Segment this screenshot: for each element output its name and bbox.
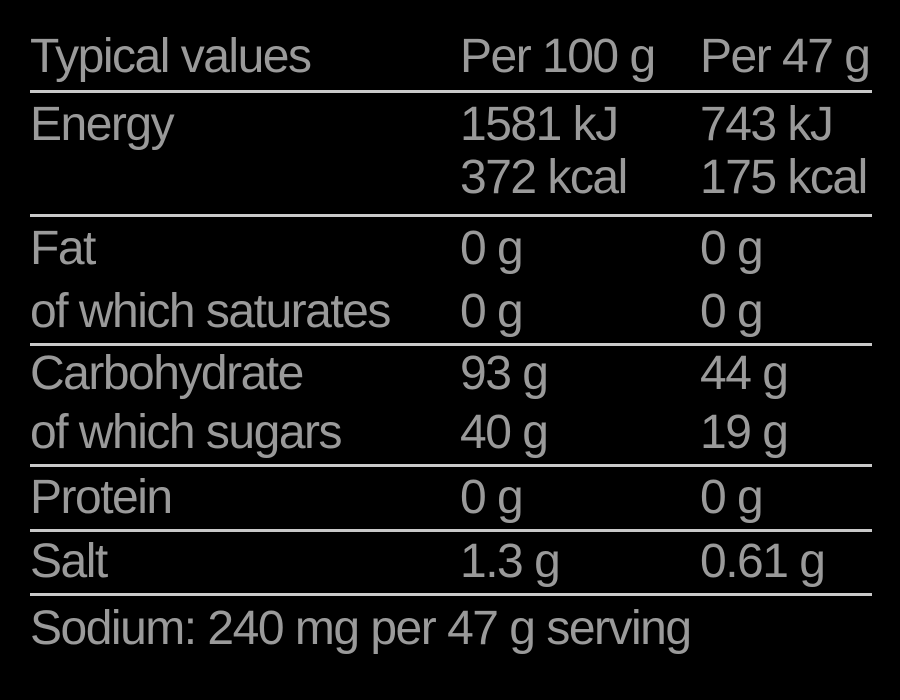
sugars-per-100g: 40 g [460,406,549,459]
salt-per-47g: 0.61 g [700,535,826,588]
salt-per-100g: 1.3 g [460,535,561,588]
carbohydrate-label: Carbohydrate [30,347,304,400]
table-row-fat: Fat 0 g 0 g [30,217,872,280]
energy-per-100g: 1581 kJ 372 kcal [460,98,700,204]
header-per-100g: Per 100 g [460,30,656,83]
header-typical-values: Typical values [30,30,312,83]
sodium-section: Sodium: 240 mg per 47 g serving [30,596,872,676]
header-section: Typical values Per 100 g Per 47 g [30,0,872,93]
carbohydrate-per-100g: 93 g [460,347,549,400]
protein-per-100g: 0 g [460,471,524,524]
sugars-label: of which sugars [30,406,343,459]
protein-section: Protein 0 g 0 g [30,467,872,532]
saturates-per-47g: 0 g [700,285,764,338]
protein-label: Protein [30,471,173,524]
energy-label: Energy [30,98,175,151]
protein-per-47g: 0 g [700,471,764,524]
energy-section: Energy 1581 kJ 372 kcal 743 kJ 175 kcal [30,93,872,217]
carbohydrate-section: Carbohydrate 93 g 44 g of which sugars 4… [30,346,872,467]
saturates-label: of which saturates [30,285,391,338]
table-row-protein: Protein 0 g 0 g [30,467,872,529]
table-row-carbohydrate: Carbohydrate 93 g 44 g [30,346,872,405]
fat-per-47g: 0 g [700,222,764,275]
nutrition-table: Typical values Per 100 g Per 47 g Energy… [30,0,872,676]
table-row-sodium: Sodium: 240 mg per 47 g serving [30,596,872,676]
table-row-sugars: of which sugars 40 g 19 g [30,405,872,464]
table-row-energy: Energy 1581 kJ 372 kcal 743 kJ 175 kcal [30,93,872,214]
carbohydrate-per-47g: 44 g [700,347,789,400]
header-per-47g: Per 47 g [700,30,871,83]
fat-per-100g: 0 g [460,222,524,275]
fat-label: Fat [30,222,96,275]
sugars-per-47g: 19 g [700,406,789,459]
energy-per-47g: 743 kJ 175 kcal [700,98,872,204]
header-row: Typical values Per 100 g Per 47 g [30,0,872,90]
energy-per-100g-kcal: 372 kcal [460,151,628,204]
energy-per-100g-kj: 1581 kJ [460,98,619,151]
salt-section: Salt 1.3 g 0.61 g [30,532,872,596]
salt-label: Salt [30,535,108,588]
energy-per-47g-kj: 743 kJ [700,98,834,151]
energy-per-47g-kcal: 175 kcal [700,151,868,204]
fat-section: Fat 0 g 0 g of which saturates 0 g 0 g [30,217,872,346]
table-row-saturates: of which saturates 0 g 0 g [30,280,872,343]
saturates-per-100g: 0 g [460,285,524,338]
table-row-salt: Salt 1.3 g 0.61 g [30,532,872,593]
sodium-footnote: Sodium: 240 mg per 47 g serving [30,602,692,655]
